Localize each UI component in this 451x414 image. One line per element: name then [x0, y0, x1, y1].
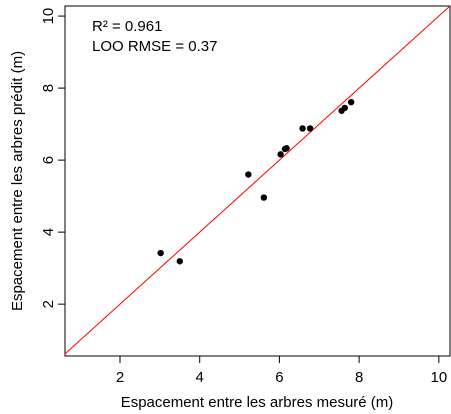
x-tick-label: 2 — [116, 369, 124, 386]
plot-frame — [64, 5, 451, 357]
y-tick-label: 4 — [40, 228, 57, 236]
annotation-r2: R² = 0.961 — [92, 18, 162, 35]
x-tick-label: 8 — [355, 369, 363, 386]
data-point — [260, 194, 268, 201]
data-point — [245, 171, 252, 178]
data-point — [341, 104, 348, 112]
y-tick-label: 2 — [40, 300, 57, 308]
x-axis: 2 4 6 8 10 — [116, 356, 447, 386]
annotation-loo-rmse: LOO RMSE = 0.37 — [92, 38, 217, 55]
data-point — [299, 125, 306, 132]
y-tick-label: 8 — [40, 84, 57, 92]
data-point — [277, 151, 284, 158]
y-axis: 2 4 6 8 10 — [40, 8, 65, 308]
y-axis-label: Espacement entre les arbres prédit (m) — [9, 51, 26, 311]
data-points — [157, 98, 355, 265]
x-tick-label: 10 — [430, 369, 447, 386]
data-point — [157, 249, 164, 257]
x-tick-label: 4 — [196, 369, 204, 386]
data-point — [347, 98, 355, 106]
x-axis-label: Espacement entre les arbres mesuré (m) — [121, 394, 394, 411]
x-tick-label: 6 — [275, 369, 283, 386]
y-tick-label: 6 — [40, 156, 57, 164]
data-point — [176, 258, 183, 265]
y-tick-label: 10 — [40, 8, 57, 25]
data-point — [306, 125, 314, 132]
identity-line — [64, 5, 451, 355]
identity-line-layer — [64, 5, 451, 355]
data-point — [283, 145, 290, 152]
